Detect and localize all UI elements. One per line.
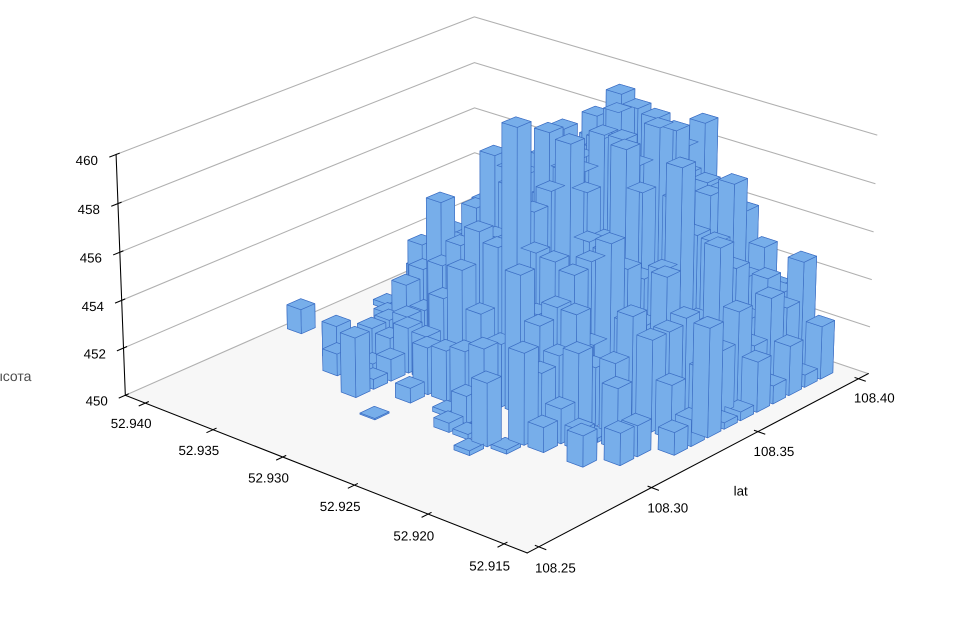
svg-text:52.930: 52.930 [248, 472, 289, 487]
svg-text:108.35: 108.35 [754, 445, 795, 460]
svg-text:460: 460 [76, 154, 99, 169]
svg-text:454: 454 [82, 300, 105, 315]
svg-text:52.915: 52.915 [469, 560, 510, 575]
svg-text:высота: высота [0, 369, 32, 385]
svg-text:52.935: 52.935 [178, 444, 219, 459]
svg-text:458: 458 [78, 203, 101, 218]
svg-text:456: 456 [80, 252, 103, 267]
svg-text:108.40: 108.40 [854, 392, 895, 407]
svg-text:452: 452 [84, 348, 107, 363]
svg-text:52.920: 52.920 [393, 530, 434, 545]
svg-text:52.940: 52.940 [111, 418, 152, 433]
svg-text:108.30: 108.30 [647, 502, 688, 517]
svg-text:450: 450 [86, 395, 109, 410]
svg-text:lat: lat [734, 485, 748, 500]
svg-text:52.925: 52.925 [320, 500, 361, 515]
svg-text:108.25: 108.25 [535, 562, 576, 577]
